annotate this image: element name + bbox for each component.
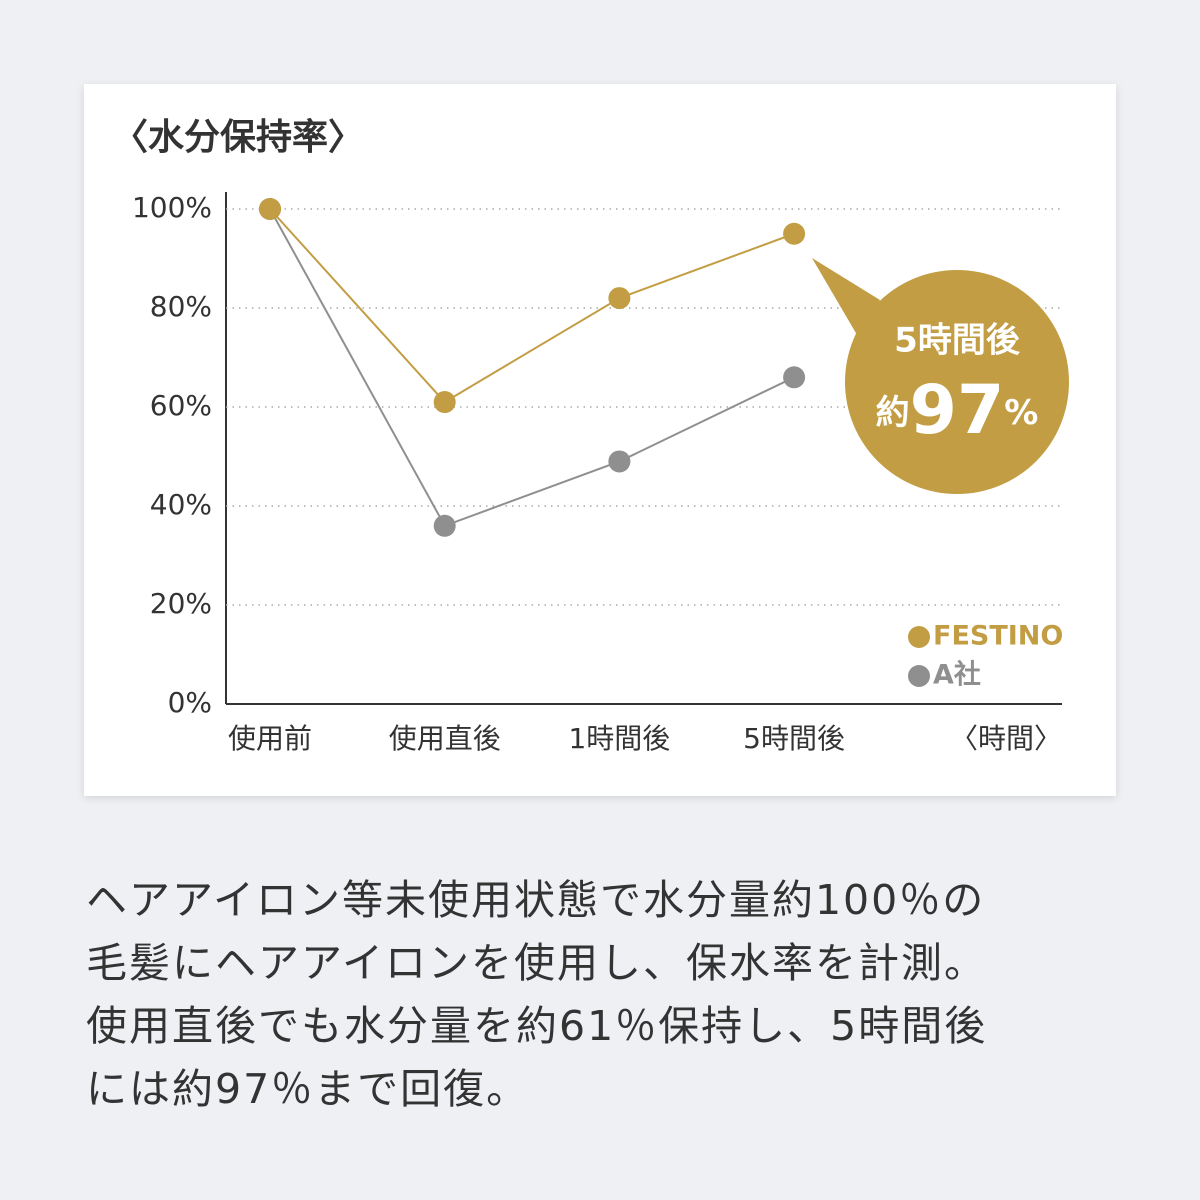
data-point — [608, 287, 631, 310]
callout-unit: % — [1004, 393, 1038, 433]
y-tick-label: 60% — [150, 389, 212, 422]
legend-marker — [908, 626, 930, 648]
data-point — [608, 450, 631, 473]
data-point — [783, 222, 806, 245]
description-line: ヘアアイロン等未使用状態で水分量約100％の — [86, 876, 985, 924]
legend-marker — [908, 665, 930, 687]
callout-label: 5時間後 — [894, 321, 1021, 361]
x-axis-label: 〈時間〉 — [950, 722, 1062, 755]
series-line — [269, 208, 795, 528]
y-tick-label: 20% — [150, 587, 212, 620]
data-point — [433, 514, 456, 537]
y-tick-label: 0% — [168, 686, 212, 719]
callout-pointer — [812, 258, 880, 340]
description-line: には約97％まで回復。 — [86, 1065, 529, 1113]
y-tick-label: 40% — [150, 488, 212, 521]
x-tick-label: 使用直後 — [389, 722, 501, 755]
legend-label: A社 — [933, 659, 981, 691]
legend-label: FESTINO — [933, 621, 1063, 652]
series-line — [269, 208, 795, 404]
y-tick-label: 100% — [132, 191, 212, 224]
callout-prefix: 約 — [876, 393, 910, 433]
callout-circle — [845, 270, 1069, 494]
data-point — [433, 391, 456, 414]
callout-value: 97 — [910, 371, 1005, 450]
x-tick-label: 5時間後 — [743, 722, 845, 755]
x-tick-label: 使用前 — [228, 722, 312, 755]
y-tick-label: 80% — [150, 290, 212, 323]
x-tick-label: 1時間後 — [568, 722, 670, 755]
data-point — [783, 366, 806, 389]
chart-title: 〈水分保持率〉 — [112, 117, 364, 158]
data-point — [259, 198, 281, 220]
callout-value: 約97% — [876, 371, 1039, 450]
description-line: 毛髪にヘアアイロンを使用し、保水率を計測。 — [86, 939, 987, 987]
description-line: 使用直後でも水分量を約61％保持し、5時間後 — [86, 1002, 987, 1050]
